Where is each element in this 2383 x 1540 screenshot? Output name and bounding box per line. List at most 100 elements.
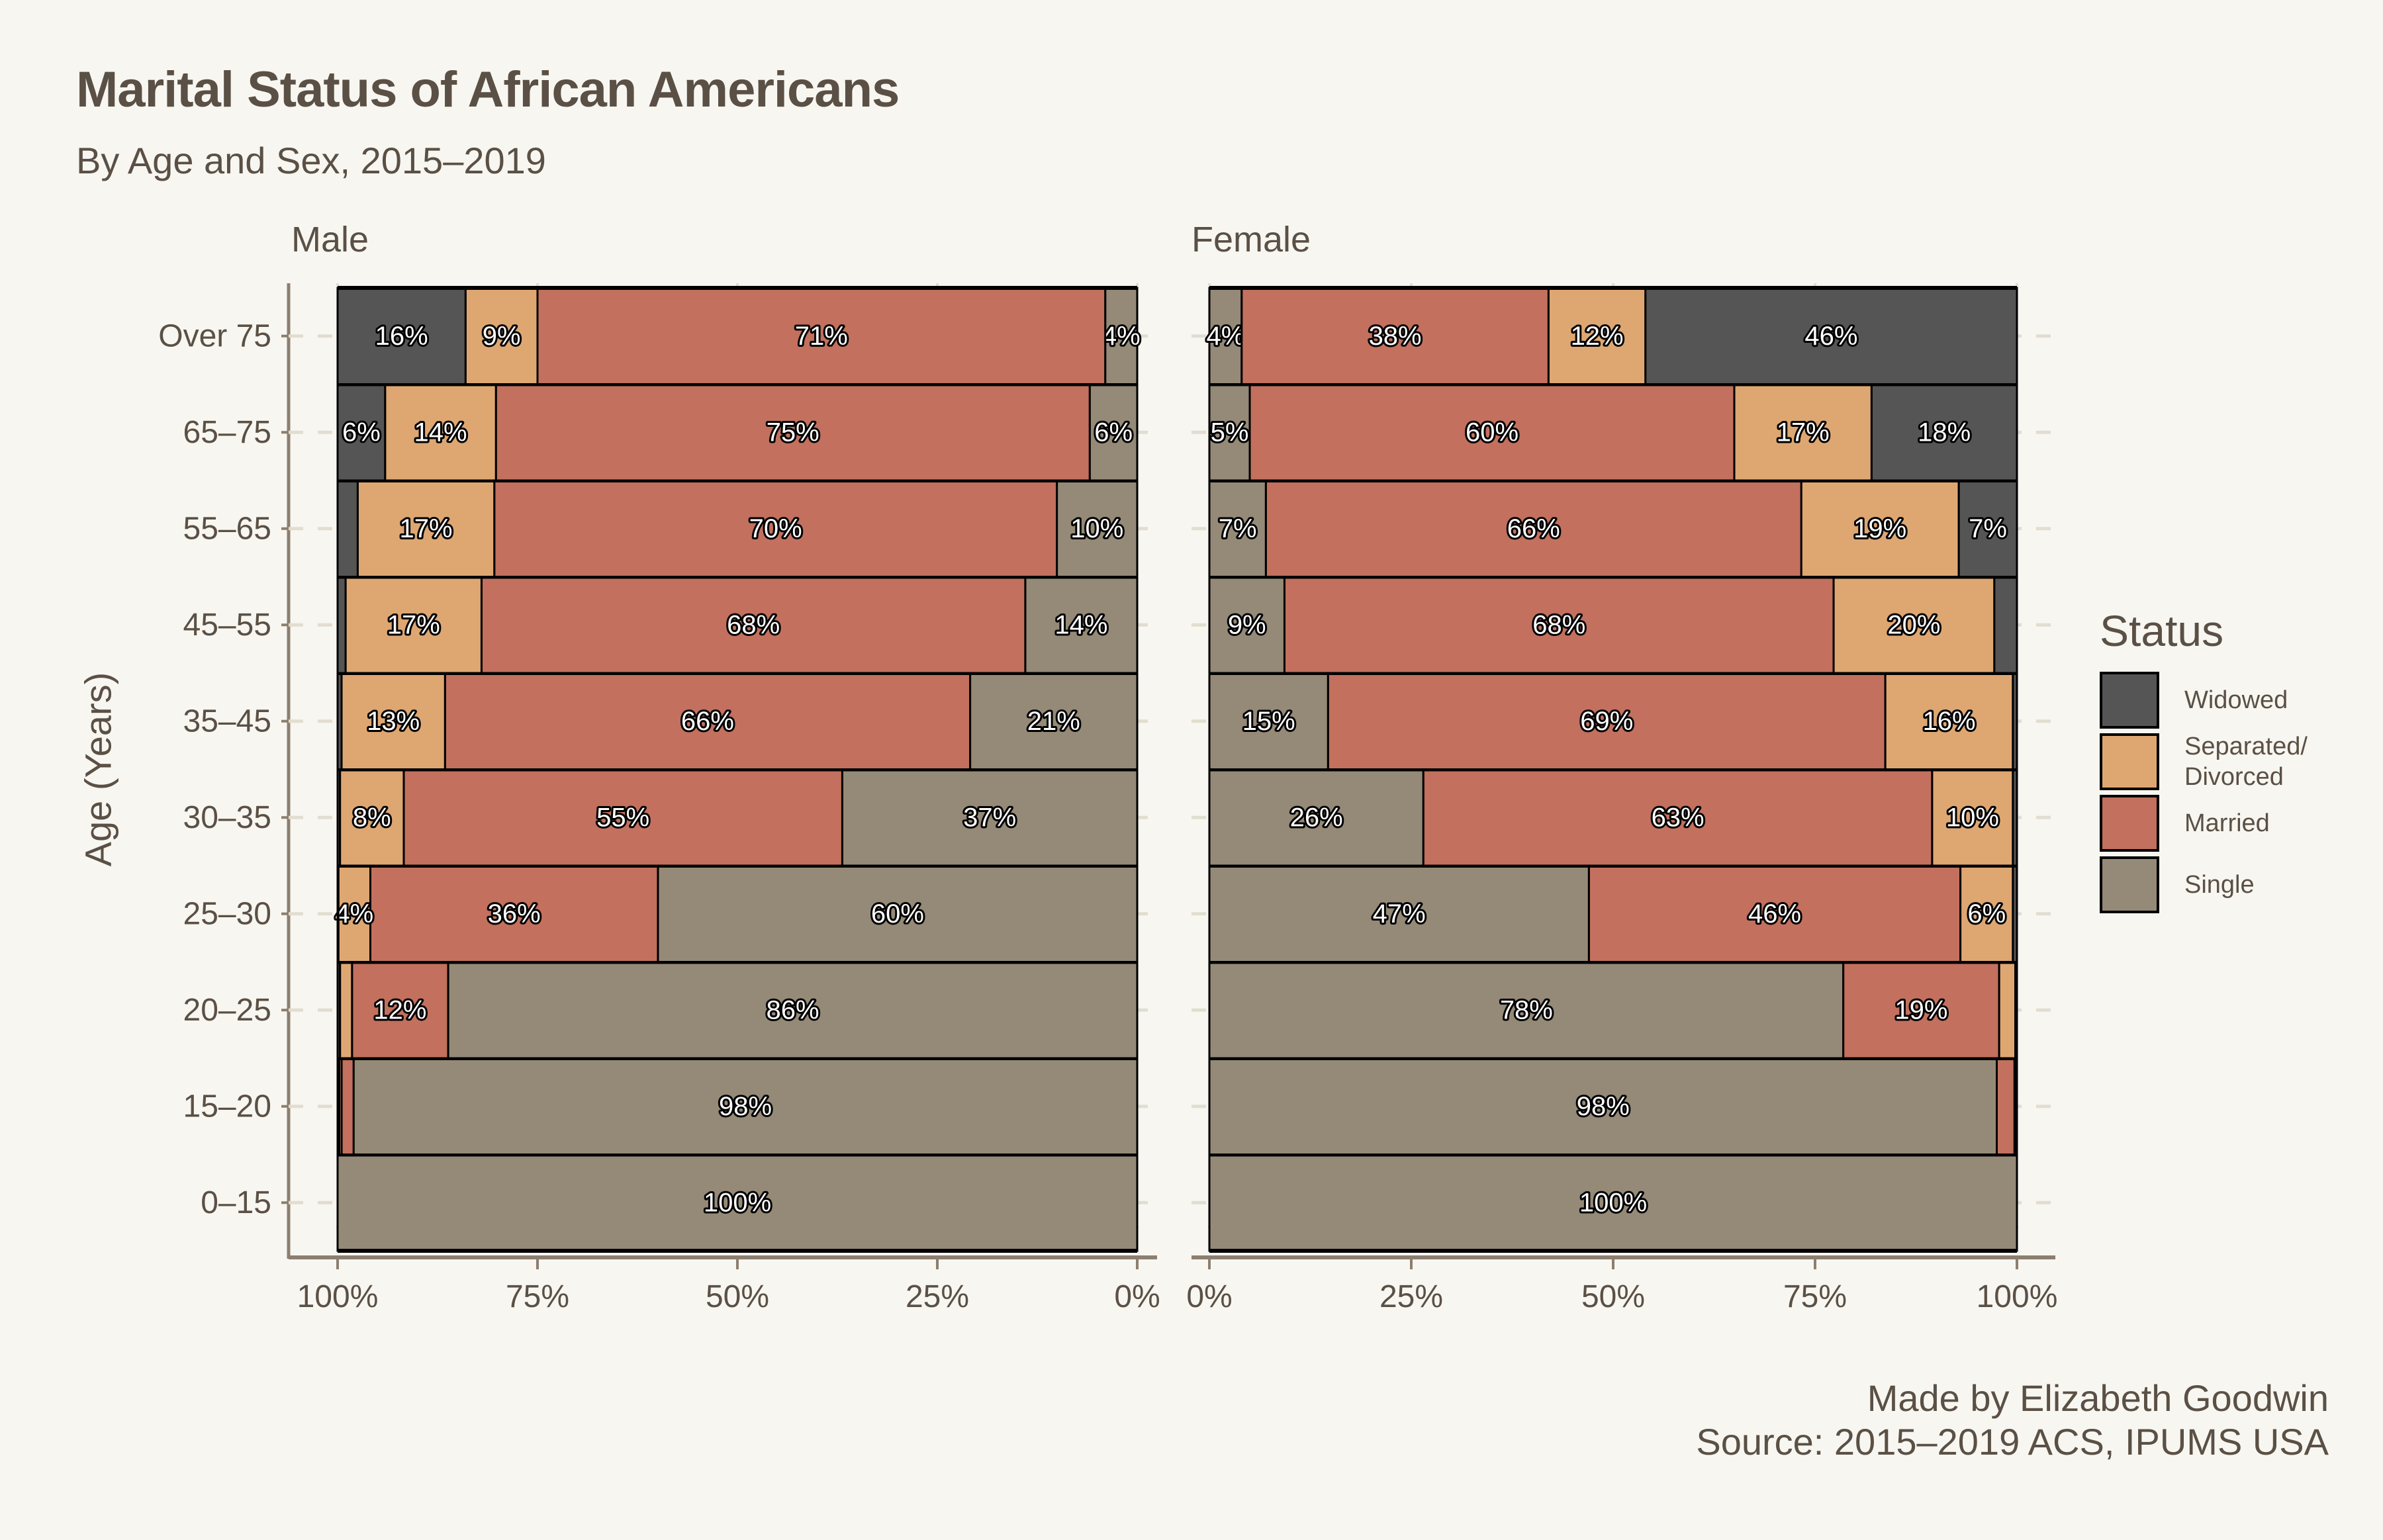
bar-female-30-35-widowed bbox=[2012, 768, 2018, 867]
x-tick-label: 100% bbox=[297, 1279, 379, 1314]
chart-subtitle: By Age and Sex, 2015–2019 bbox=[76, 140, 546, 181]
bar-male-20-25-single bbox=[447, 961, 1139, 1060]
chart-title: Marital Status of African Americans bbox=[76, 62, 900, 118]
y-tick-label: 45–55 bbox=[183, 608, 271, 643]
panel-title-female: Female bbox=[1192, 220, 1311, 259]
data-label: 17% bbox=[1777, 418, 1830, 447]
data-label: 16% bbox=[1922, 707, 1975, 736]
data-label: 12% bbox=[373, 995, 426, 1024]
data-label: 16% bbox=[375, 322, 428, 351]
data-label: 26% bbox=[1290, 803, 1343, 832]
legend-label: Widowed bbox=[2184, 686, 2288, 714]
caption-source: Source: 2015–2019 ACS, IPUMS USA bbox=[1696, 1421, 2329, 1463]
legend-swatch bbox=[2100, 672, 2159, 729]
bar-female-65-75-single bbox=[1208, 383, 1251, 482]
data-label: 17% bbox=[400, 514, 453, 543]
data-label: 71% bbox=[795, 322, 848, 351]
data-label: 38% bbox=[1369, 322, 1422, 351]
data-label: 4% bbox=[335, 899, 373, 929]
data-label: 78% bbox=[1500, 995, 1553, 1024]
bar-female-20-25-married bbox=[1842, 961, 2000, 1060]
y-tick-label: 65–75 bbox=[183, 415, 271, 450]
bar-male-over-75-widowed bbox=[336, 287, 467, 385]
data-label: 47% bbox=[1373, 899, 1426, 929]
data-label: 19% bbox=[1894, 995, 1947, 1024]
legend-label: Separated/ Divorced bbox=[2184, 733, 2308, 791]
legend-swatch bbox=[2100, 795, 2159, 852]
data-label: 100% bbox=[1579, 1188, 1647, 1217]
data-label: 46% bbox=[1804, 322, 1857, 351]
bar-female-20-25-separated-divorced bbox=[1998, 961, 2017, 1060]
data-label: 70% bbox=[749, 514, 802, 543]
data-label: 10% bbox=[1946, 803, 1999, 832]
bar-female-65-75-widowed bbox=[1870, 383, 2018, 482]
legend-label: Married bbox=[2184, 809, 2270, 837]
data-label: 15% bbox=[1242, 707, 1295, 736]
data-label: 14% bbox=[414, 418, 467, 447]
data-label: 46% bbox=[1748, 899, 1801, 929]
bar-male-25-30-separated-divorced bbox=[337, 864, 371, 963]
data-label: 75% bbox=[767, 418, 819, 447]
x-tick-label: 100% bbox=[1977, 1279, 2058, 1314]
bar-female-30-35-married bbox=[1422, 768, 1934, 867]
data-label: 4% bbox=[1102, 322, 1141, 351]
data-label: 100% bbox=[704, 1188, 771, 1217]
y-tick-label: 20–25 bbox=[183, 993, 271, 1028]
legend-swatch bbox=[2100, 733, 2159, 790]
bar-male-over-75-married bbox=[536, 287, 1107, 385]
x-tick-label: 75% bbox=[506, 1279, 569, 1314]
bar-female-65-75-separated-divorced bbox=[1733, 383, 1873, 482]
bar-male-30-35-widowed bbox=[336, 768, 342, 867]
bar-female-25-30-widowed bbox=[2012, 864, 2018, 963]
bar-female-25-30-single bbox=[1208, 864, 1590, 963]
x-tick-label: 0% bbox=[1114, 1279, 1160, 1314]
x-tick-label: 75% bbox=[1783, 1279, 1847, 1314]
data-label: 6% bbox=[342, 418, 381, 447]
bar-female-30-35-single bbox=[1208, 768, 1425, 867]
bar-female-15-20-married bbox=[1996, 1057, 2016, 1155]
data-label: 37% bbox=[963, 803, 1016, 832]
bar-female-35-45-married bbox=[1327, 672, 1887, 770]
x-tick-label: 50% bbox=[706, 1279, 769, 1314]
bar-male-15-20-widowed bbox=[336, 1057, 340, 1155]
data-label: 69% bbox=[1580, 707, 1633, 736]
y-tick-label: 15–20 bbox=[183, 1089, 271, 1124]
data-label: 9% bbox=[483, 322, 521, 351]
legend-title: Status bbox=[2100, 606, 2224, 655]
panel-title-male: Male bbox=[291, 220, 369, 259]
bar-male-0-15-single bbox=[336, 1154, 1139, 1252]
caption: Made by Elizabeth Goodwin Source: 2015–2… bbox=[1696, 1377, 2329, 1464]
bar-male-35-45-widowed bbox=[336, 672, 343, 770]
bar-female-30-35-separated-divorced bbox=[1931, 768, 2014, 867]
data-label: 98% bbox=[1577, 1092, 1630, 1121]
bar-male-55-65-widowed bbox=[336, 479, 359, 578]
bar-female-over-75-married bbox=[1240, 287, 1550, 385]
bar-male-65-75-married bbox=[494, 383, 1091, 482]
bar-female-25-30-separated-divorced bbox=[1959, 864, 2014, 963]
x-tick-label: 25% bbox=[1379, 1279, 1443, 1314]
bar-male-65-75-widowed bbox=[336, 383, 387, 482]
data-label: 68% bbox=[1532, 610, 1585, 639]
legend-swatch bbox=[2100, 856, 2159, 913]
data-label: 7% bbox=[1969, 514, 2007, 543]
bar-female-45-55-widowed bbox=[1993, 576, 2018, 674]
data-label: 60% bbox=[871, 899, 924, 929]
bar-female-65-75-married bbox=[1248, 383, 1736, 482]
y-tick-label: 30–35 bbox=[183, 800, 271, 835]
bar-male-over-75-separated-divorced bbox=[464, 287, 539, 385]
data-label: 36% bbox=[488, 899, 541, 929]
bar-male-20-25-widowed bbox=[336, 961, 342, 1060]
bar-female-35-45-widowed bbox=[2012, 672, 2018, 770]
bar-male-25-30-married bbox=[369, 864, 659, 963]
y-tick-label: 35–45 bbox=[183, 703, 271, 739]
bar-male-25-30-single bbox=[657, 864, 1139, 963]
bar-male-over-75-single bbox=[1104, 287, 1139, 385]
data-label: 6% bbox=[1094, 418, 1133, 447]
data-label: 6% bbox=[1967, 899, 2006, 929]
bar-male-15-20-married bbox=[340, 1057, 355, 1155]
data-label: 66% bbox=[681, 707, 734, 736]
data-label: 4% bbox=[1206, 322, 1244, 351]
data-label: 66% bbox=[1507, 514, 1560, 543]
data-label: 18% bbox=[1918, 418, 1971, 447]
y-tick-label: 0–15 bbox=[201, 1185, 271, 1220]
